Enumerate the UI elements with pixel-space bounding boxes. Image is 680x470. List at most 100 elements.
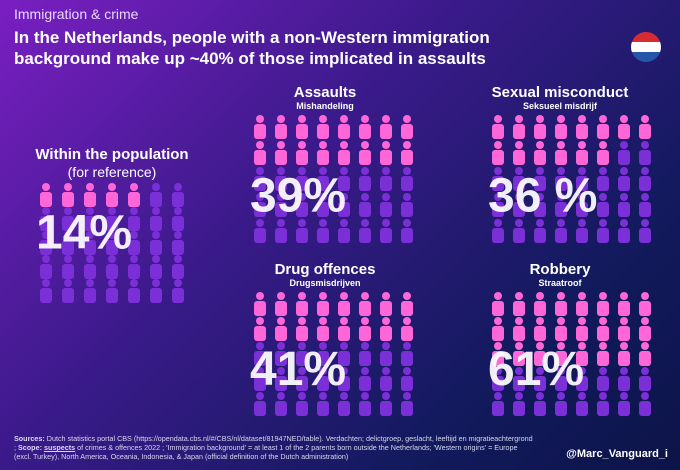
person-body (597, 326, 609, 341)
person-body (513, 351, 525, 366)
person-body (254, 202, 266, 217)
person-body (576, 202, 588, 217)
person-body (296, 301, 308, 316)
person-head (403, 392, 411, 400)
sources: Dutch statistics portal CBS (https://ope… (14, 434, 533, 452)
person-body (172, 264, 184, 279)
person-head (403, 141, 411, 149)
person-head (403, 367, 411, 375)
person-head (515, 292, 523, 300)
person-head (515, 167, 523, 175)
scope-key: suspects (43, 443, 76, 452)
person-body (275, 301, 287, 316)
person-head (494, 317, 502, 325)
person-body (359, 202, 371, 217)
person-head (557, 141, 565, 149)
person-body (555, 326, 567, 341)
person-body (401, 124, 413, 139)
person-body (338, 351, 350, 366)
person-head (319, 219, 327, 227)
person-body (534, 401, 546, 416)
person-body (317, 376, 329, 391)
person-head (319, 292, 327, 300)
person-head (620, 141, 628, 149)
person-body (555, 301, 567, 316)
person-body (84, 264, 96, 279)
person-head (42, 231, 50, 239)
person-body (150, 264, 162, 279)
person-head (557, 115, 565, 123)
person-body (172, 240, 184, 255)
person-body (492, 326, 504, 341)
person-head (298, 193, 306, 201)
person-head (152, 183, 160, 191)
person-head (515, 342, 523, 350)
person-body (317, 301, 329, 316)
person-head (86, 255, 94, 263)
person-head (494, 292, 502, 300)
person-head (599, 219, 607, 227)
person-body (555, 202, 567, 217)
person-head (578, 193, 586, 201)
person-body (359, 351, 371, 366)
person-body (254, 176, 266, 191)
person-body (639, 326, 651, 341)
person-head (578, 392, 586, 400)
person-body (534, 326, 546, 341)
person-body (338, 376, 350, 391)
person-body (317, 401, 329, 416)
person-head (578, 367, 586, 375)
person-head (361, 219, 369, 227)
person-body (254, 124, 266, 139)
person-body (380, 301, 392, 316)
person-head (382, 292, 390, 300)
person-head (319, 167, 327, 175)
person-body (555, 150, 567, 165)
panel-subtitle: Drugsmisdrijven (289, 278, 361, 288)
person-body (513, 376, 525, 391)
person-head (403, 193, 411, 201)
person-head (256, 342, 264, 350)
person-body (576, 124, 588, 139)
person-body (513, 176, 525, 191)
panel-title: Drug offences (274, 261, 376, 278)
person-head (340, 342, 348, 350)
person-body (338, 202, 350, 217)
person-body (275, 401, 287, 416)
person-body (639, 351, 651, 366)
person-body (128, 216, 140, 231)
person-head (361, 115, 369, 123)
person-body (597, 228, 609, 243)
person-body (534, 176, 546, 191)
person-head (319, 342, 327, 350)
person-body (84, 192, 96, 207)
person-head (382, 115, 390, 123)
person-head (403, 342, 411, 350)
person-head (557, 317, 565, 325)
person-head (340, 317, 348, 325)
person-body (492, 376, 504, 391)
person-body (492, 202, 504, 217)
person-head (641, 342, 649, 350)
person-head (557, 193, 565, 201)
person-body (618, 202, 630, 217)
person-head (256, 219, 264, 227)
person-body (492, 351, 504, 366)
person-head (319, 392, 327, 400)
panel-subtitle: (for reference) (67, 164, 157, 180)
person-head (298, 141, 306, 149)
person-body (555, 401, 567, 416)
person-head (277, 219, 285, 227)
person-body (275, 376, 287, 391)
person-head (382, 193, 390, 201)
person-head (340, 167, 348, 175)
panel-subtitle: Mishandeling (296, 101, 354, 111)
highlighted-icons (40, 183, 140, 207)
person-head (298, 392, 306, 400)
percent-label: 39% (250, 170, 346, 223)
person-body (84, 288, 96, 303)
person-head (319, 141, 327, 149)
person-body (380, 401, 392, 416)
person-head (340, 292, 348, 300)
